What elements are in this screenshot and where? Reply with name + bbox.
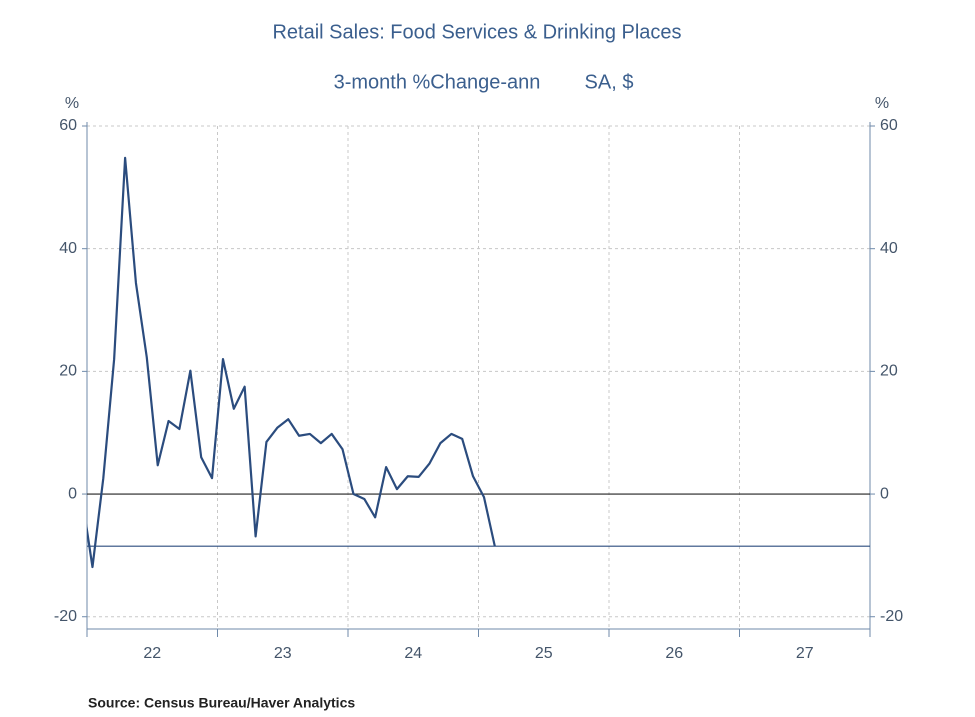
data-line (87, 156, 496, 569)
y2-tick-label: 40 (880, 240, 898, 257)
y2-tick-label: -20 (880, 608, 903, 625)
x-tick-label: 26 (665, 645, 683, 662)
y-tick-label: 0 (68, 485, 77, 502)
y-unit: % (65, 95, 79, 112)
source: Source: Census Bureau/Haver Analytics (88, 695, 355, 711)
chart-title: Retail Sales: Food Services & Drinking P… (272, 21, 681, 43)
y-tick-label: 60 (59, 117, 77, 134)
y-tick-label: 20 (59, 363, 77, 380)
x-tick-label: 22 (143, 645, 161, 662)
y-tick-label: -20 (54, 608, 77, 625)
x-tick-label: 24 (404, 645, 422, 662)
x-tick-label: 25 (535, 645, 553, 662)
y2-tick-label: 0 (880, 485, 889, 502)
x-tick-label: 27 (796, 645, 814, 662)
x-tick-label: 23 (274, 645, 292, 662)
y2-unit: % (875, 95, 889, 112)
y2-tick-label: 20 (880, 363, 898, 380)
chart-subtitle: 3-month %Change-ann (334, 71, 541, 93)
chart-subtitle-note: SA, $ (585, 71, 634, 93)
y-tick-label: 40 (59, 240, 77, 257)
y2-tick-label: 60 (880, 117, 898, 134)
